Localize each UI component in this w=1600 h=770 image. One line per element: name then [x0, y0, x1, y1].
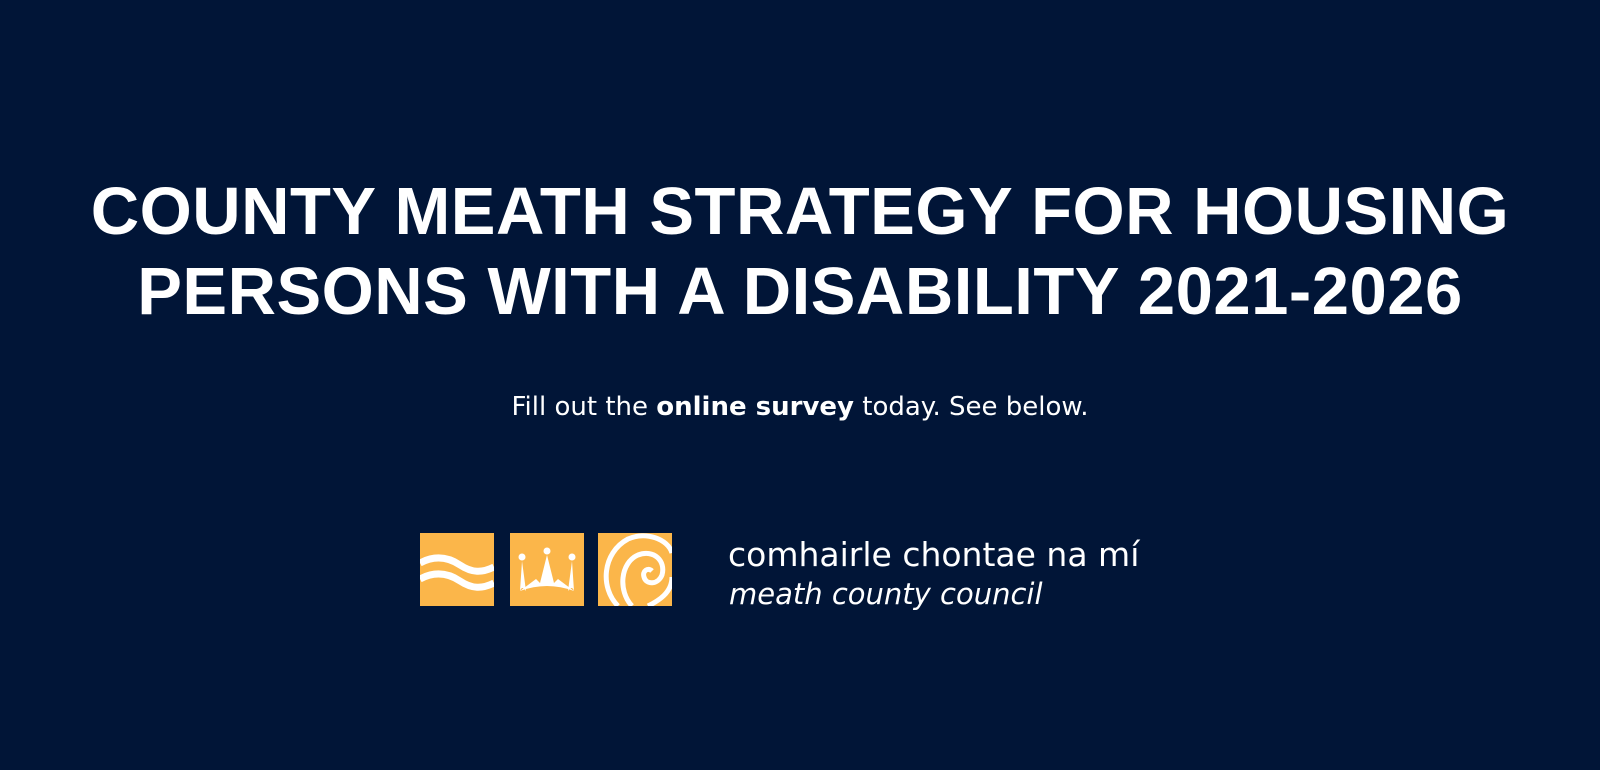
- council-english-name: meath county council: [729, 577, 1043, 611]
- page-title: COUNTY MEATH STRATEGY FOR HOUSING PERSON…: [0, 172, 1600, 332]
- online-survey-emphasis: online survey: [656, 392, 854, 422]
- subtitle-text-end: today. See below.: [853, 392, 1089, 422]
- subtitle-text: Fill out the: [511, 392, 657, 422]
- spiral-icon: [598, 533, 672, 606]
- survey-prompt: Fill out the online survey today. See be…: [0, 392, 1600, 422]
- title-line-2: PERSONS WITH A DISABILITY 2021-2026: [137, 254, 1463, 329]
- title-line-1: COUNTY MEATH STRATEGY FOR HOUSING: [90, 174, 1510, 249]
- council-irish-name: comhairle chontae na mí: [728, 535, 1140, 574]
- crown-icon: [510, 533, 584, 606]
- waves-icon: [420, 533, 494, 606]
